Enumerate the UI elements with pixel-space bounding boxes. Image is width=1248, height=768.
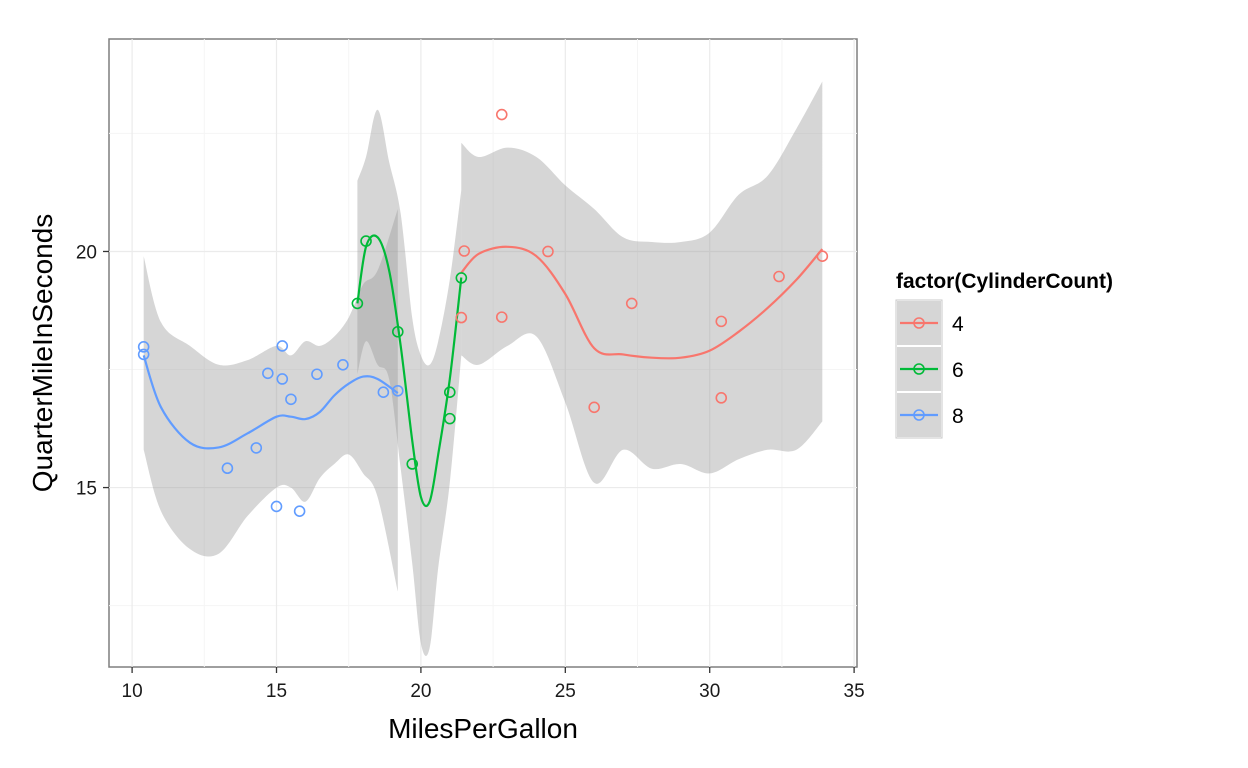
data-point-8 <box>276 373 289 385</box>
data-point-6 <box>443 412 456 425</box>
legend-label: 6 <box>952 359 964 382</box>
data-point-4 <box>773 270 785 283</box>
legend: factor(CylinderCount) 4 6 8 <box>895 270 1113 439</box>
legend-keys: 4 6 8 <box>895 299 964 439</box>
data-points <box>137 108 829 517</box>
data-point-4 <box>455 311 468 324</box>
confidence-band-8 <box>143 209 398 592</box>
data-point-6 <box>392 325 404 338</box>
legend-label: 4 <box>952 313 964 336</box>
x-axis-title: MilesPerGallon <box>388 713 578 744</box>
x-tick-label: 20 <box>410 681 431 702</box>
x-tick-label: 10 <box>122 681 143 702</box>
minor-grid <box>109 39 857 667</box>
data-point-4 <box>715 392 728 404</box>
legend-key-point <box>913 409 925 421</box>
data-point-8 <box>262 367 274 380</box>
smooth-line-4 <box>460 245 824 360</box>
smooth-line-6 <box>356 234 463 508</box>
x-tick-label: 30 <box>699 681 720 702</box>
data-point-8 <box>250 442 263 454</box>
data-point-4 <box>588 401 600 414</box>
data-point-6 <box>360 235 372 247</box>
data-point-8 <box>285 393 297 406</box>
data-point-8 <box>377 386 390 398</box>
data-point-6 <box>406 458 419 470</box>
major-grid <box>109 39 857 667</box>
data-point-8 <box>270 500 283 513</box>
legend-key-point <box>913 317 925 329</box>
data-point-4 <box>458 245 471 257</box>
data-point-6 <box>455 272 468 284</box>
data-point-8 <box>137 348 150 361</box>
data-point-8 <box>221 462 234 475</box>
smooth-lines <box>142 234 824 508</box>
y-axis-title: QuarterMileInSeconds <box>27 214 58 493</box>
legend-key-frame <box>895 299 943 439</box>
data-point-8 <box>392 384 404 397</box>
data-point-8 <box>311 368 323 381</box>
data-point-8 <box>293 505 306 517</box>
data-point-4 <box>542 245 554 258</box>
data-point-4 <box>495 311 508 323</box>
data-point-6 <box>351 297 364 310</box>
data-point-6 <box>443 386 456 398</box>
y-tick-label: 20 <box>76 242 97 263</box>
data-point-4 <box>625 297 638 310</box>
y-tick-label: 15 <box>76 479 97 500</box>
data-point-4 <box>816 250 829 263</box>
data-point-4 <box>715 315 728 328</box>
data-point-4 <box>495 108 508 121</box>
legend-label: 8 <box>952 405 964 428</box>
confidence-band-4 <box>461 81 823 484</box>
data-point-8 <box>337 359 349 371</box>
panel-background <box>108 38 858 668</box>
x-tick-label: 25 <box>555 681 576 702</box>
x-tick-label: 35 <box>844 681 865 702</box>
data-point-8 <box>276 340 289 352</box>
legend-title: factor(CylinderCount) <box>896 270 1113 293</box>
data-point-8 <box>137 341 150 353</box>
x-tick-label: 15 <box>266 681 287 702</box>
x-axis-ticks: 10 15 20 25 30 35 <box>122 667 865 702</box>
legend-key-point <box>913 363 925 375</box>
smooth-line-8 <box>142 355 399 450</box>
